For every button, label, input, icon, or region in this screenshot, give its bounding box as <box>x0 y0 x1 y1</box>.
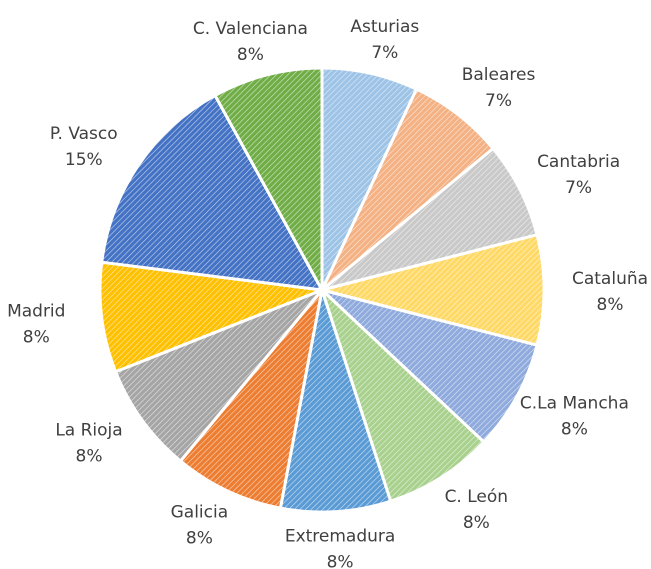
slice-value-label: 15% <box>65 150 103 170</box>
slice-label: Baleares <box>462 65 536 85</box>
pie-slice <box>320 288 486 504</box>
pie-slice <box>320 288 539 445</box>
pie-slice <box>113 288 324 464</box>
slice-label: C.La Mancha <box>520 393 629 413</box>
slice-value-label: 8% <box>463 513 490 533</box>
pie-slice <box>178 289 324 510</box>
slice-value-label: 7% <box>485 91 512 111</box>
slice-label: La Rioja <box>55 421 122 441</box>
slice-value-label: 8% <box>76 447 103 467</box>
slice-label: P. Vasco <box>50 124 118 144</box>
slice-label: Madrid <box>7 301 65 321</box>
slice-value-label: 8% <box>237 45 264 65</box>
slice-value-label: 8% <box>327 552 354 569</box>
pie-slice <box>278 289 393 514</box>
slice-label: Cantabria <box>537 152 620 172</box>
pie-slice <box>100 93 325 292</box>
slice-label: C. León <box>445 487 508 507</box>
slice-label: Extremadura <box>285 526 396 546</box>
slice-label: Cataluña <box>572 269 648 289</box>
pie-slice <box>213 66 324 291</box>
slice-value-label: 8% <box>561 419 588 439</box>
slice-label: Asturias <box>350 17 419 37</box>
slice-label: Galicia <box>171 502 229 522</box>
slice-value-label: 8% <box>186 528 213 548</box>
slice-value-label: 8% <box>23 327 50 347</box>
pie-slice <box>321 232 546 348</box>
slice-value-label: 7% <box>565 178 592 198</box>
pie-slice <box>98 260 323 374</box>
slice-label: C. Valenciana <box>193 19 308 39</box>
slice-value-label: 8% <box>597 295 624 315</box>
slice-value-label: 7% <box>371 43 398 63</box>
